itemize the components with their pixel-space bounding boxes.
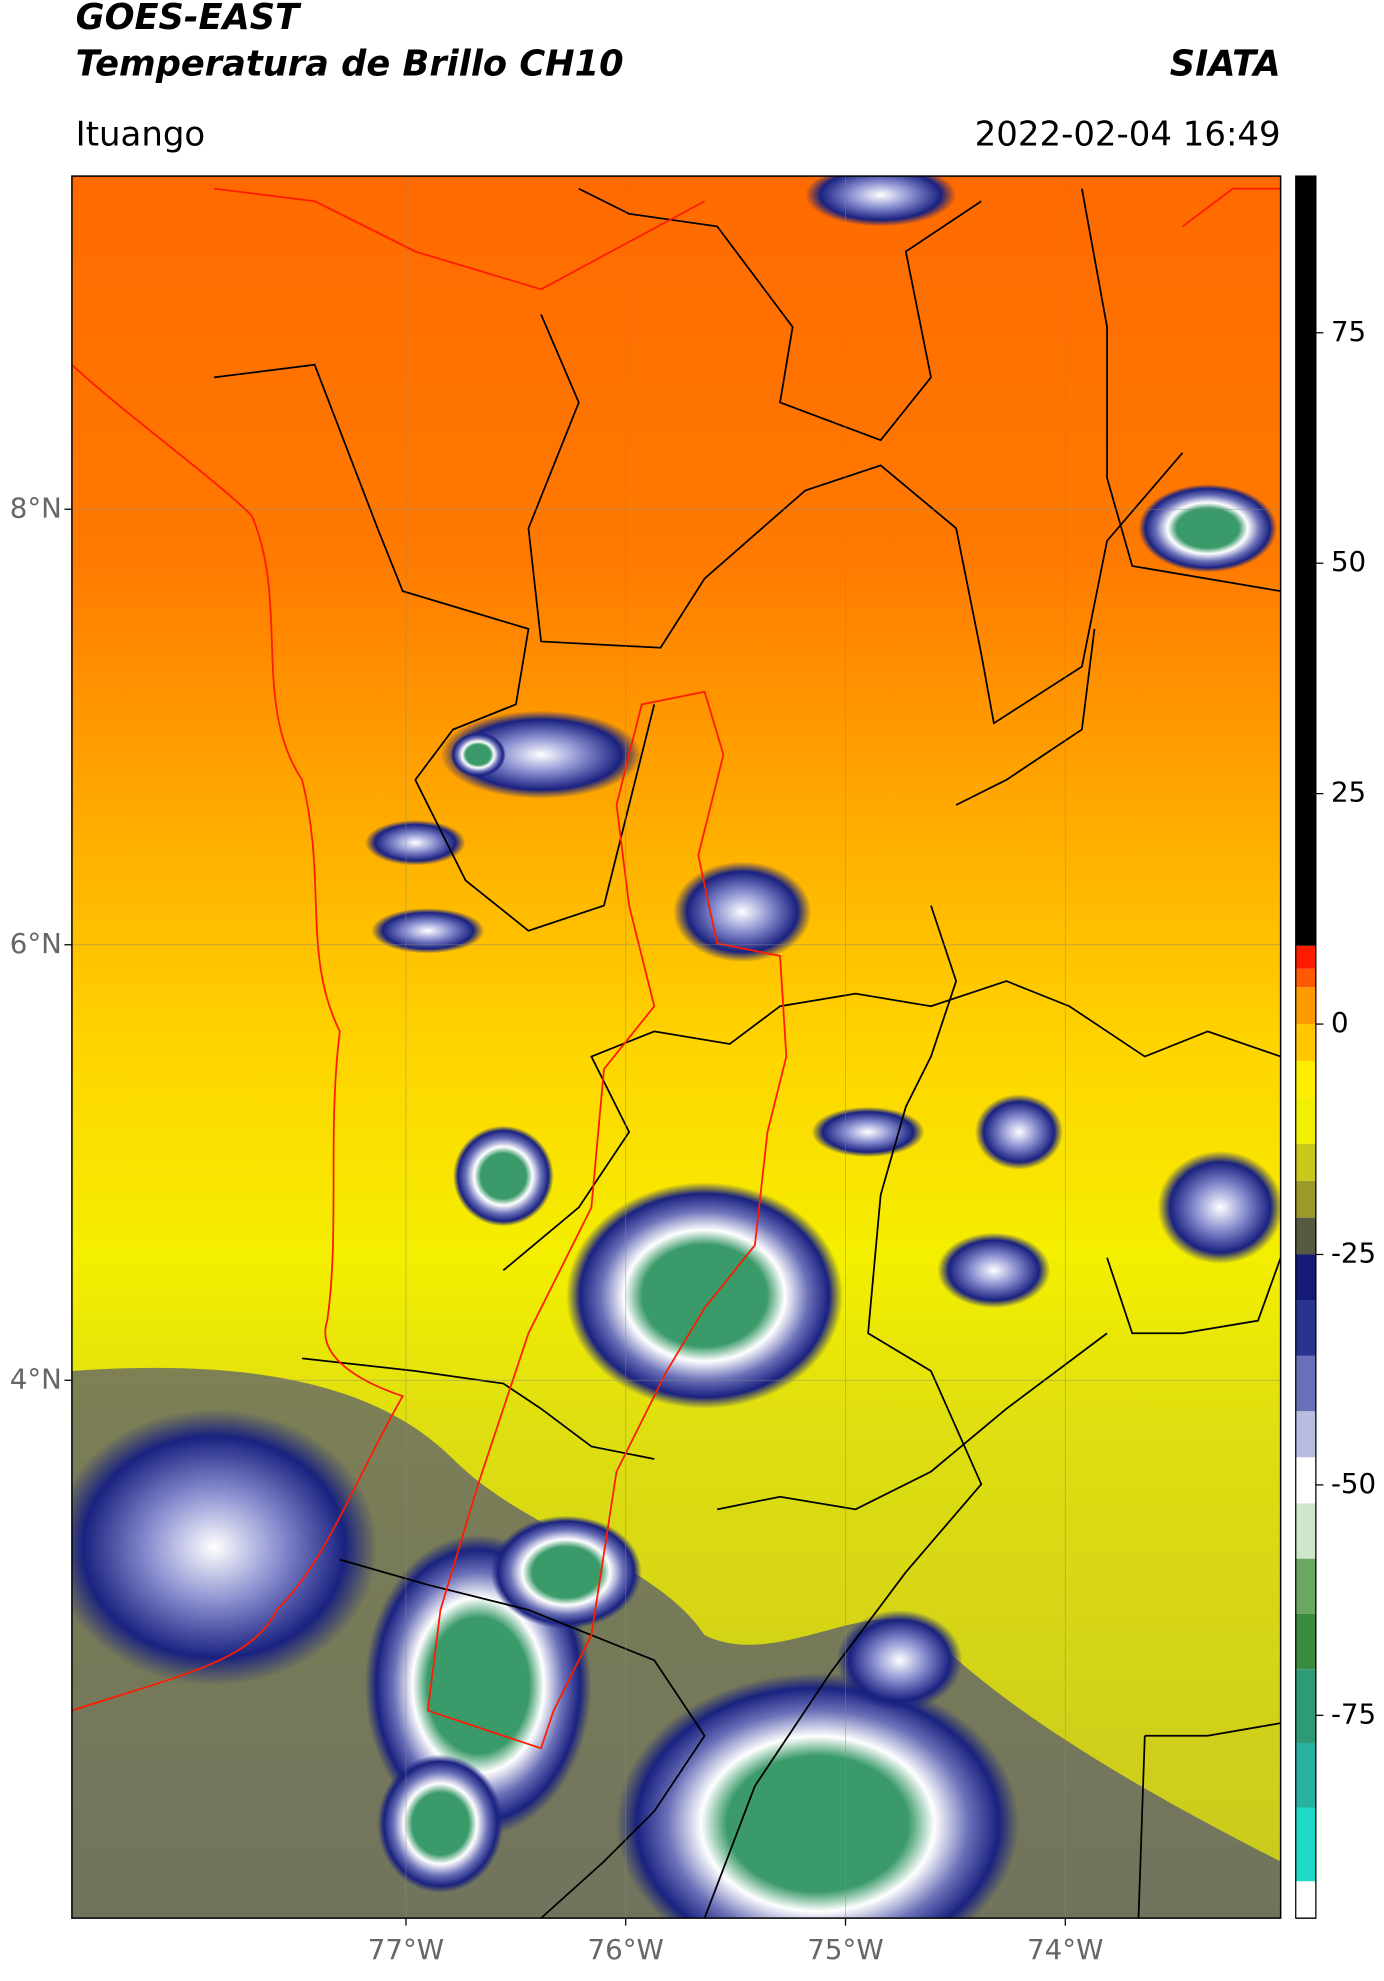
- subtitle: Temperatura de Brillo CH10: [76, 43, 624, 84]
- colorbar-segment: [1295, 1254, 1316, 1301]
- colorbar-segment: [1295, 1097, 1316, 1144]
- title: GOES-EAST: [76, 0, 302, 38]
- colorbar-segment: [1295, 968, 1316, 988]
- colorbar-segment: [1295, 1024, 1316, 1061]
- grid-layer: 77°W 76°W 75°W 74°W 8°N 6°N 4°N: [10, 176, 1281, 1966]
- colorbar-segment: [1295, 987, 1316, 1025]
- y-tick-label: 8°N: [10, 491, 62, 524]
- map-frame: [71, 175, 1282, 1919]
- colorbar-segment: [1295, 1613, 1316, 1670]
- colorbar-tick-label: -75: [1331, 1697, 1376, 1730]
- colorbar-tick-label: 25: [1331, 776, 1366, 809]
- colorbar-segment: [1295, 945, 1316, 969]
- x-tick-label: 75°W: [807, 1933, 883, 1966]
- colorbar-tick-label: -25: [1331, 1236, 1376, 1269]
- colorbar-segment: [1295, 1060, 1316, 1098]
- colorbar-segment: [1295, 1300, 1316, 1356]
- colorbar-segment: [1295, 1881, 1316, 1919]
- colorbar-segment: [1295, 1742, 1316, 1808]
- y-tick-label: 4°N: [10, 1362, 62, 1395]
- x-tick-label: 77°W: [368, 1933, 444, 1966]
- colorbar-segment: [1295, 1457, 1316, 1504]
- colorbar-segment: [1295, 176, 1316, 946]
- colorbar-tick-label: 50: [1331, 545, 1366, 578]
- colorbar-segment: [1295, 1411, 1316, 1458]
- x-tick-label: 76°W: [588, 1933, 664, 1966]
- colorbar-segment: [1295, 1217, 1316, 1255]
- colorbar-segment: [1295, 1807, 1316, 1882]
- colorbar: 75 50 25 0 -25 -50 -75: [1295, 175, 1376, 1919]
- colorbar-segment: [1295, 1143, 1316, 1181]
- colorbar-segment: [1295, 1669, 1316, 1743]
- colorbar-segment: [1295, 1558, 1316, 1614]
- colorbar-tick-label: -50: [1331, 1467, 1376, 1500]
- colorbar-tick-label: 0: [1331, 1006, 1349, 1039]
- map-image: [71, 176, 1281, 1919]
- source: SIATA: [1170, 43, 1281, 84]
- colorbar-tick-label: 75: [1331, 315, 1366, 348]
- colorbar-segment: [1295, 1355, 1316, 1412]
- x-tick-label: 74°W: [1027, 1933, 1103, 1966]
- colorbar-segment: [1295, 1503, 1316, 1559]
- colorbar-segment: [1295, 1180, 1316, 1218]
- colorbar-frame: [1295, 175, 1317, 1919]
- datetime: 2022-02-04 16:49: [975, 114, 1281, 154]
- location: Ituango: [76, 114, 206, 154]
- y-tick-label: 6°N: [10, 927, 62, 960]
